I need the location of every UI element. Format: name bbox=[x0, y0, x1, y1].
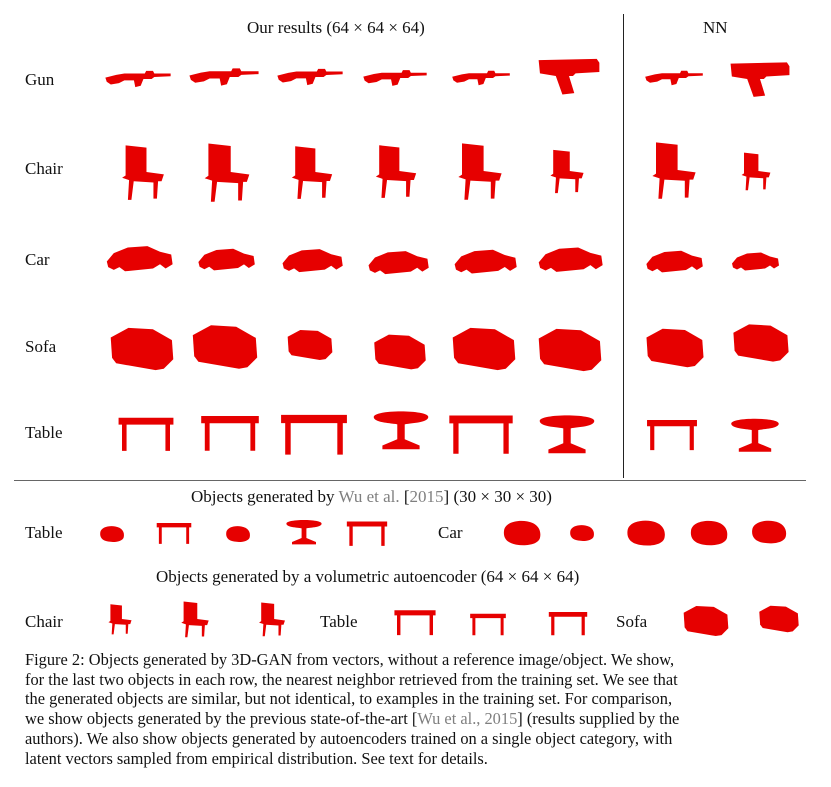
ae-chair-image bbox=[254, 596, 290, 642]
generated-sofa-image bbox=[450, 318, 518, 380]
wu-car-image bbox=[624, 516, 668, 550]
generated-car-image bbox=[280, 242, 344, 278]
nn-chair-image bbox=[644, 132, 704, 208]
caption-citation-link[interactable]: Wu et al., 2015 bbox=[417, 709, 518, 729]
figure-caption: Figure 2: Objects generated by 3D-GAN fr… bbox=[25, 650, 810, 768]
autoencoder-section-title: Objects generated by a volumetric autoen… bbox=[156, 567, 580, 586]
caption-line: the generated objects are similar, but n… bbox=[25, 689, 673, 709]
row-label-table: Table bbox=[25, 423, 63, 442]
ae-chair-image bbox=[176, 598, 214, 640]
our-results-header: Our results (64 × 64 × 64) bbox=[247, 18, 425, 37]
wu-table-image bbox=[98, 516, 126, 552]
wu-car-image bbox=[684, 518, 734, 548]
section-divider bbox=[14, 480, 806, 481]
nn-car-image bbox=[730, 240, 780, 282]
generated-sofa-image bbox=[108, 320, 176, 378]
ae-table-image bbox=[390, 606, 440, 636]
wu-table-image bbox=[346, 512, 388, 552]
generated-chair-image bbox=[450, 130, 510, 212]
ae-sofa-image bbox=[754, 604, 804, 634]
wu-label-table: Table bbox=[25, 523, 63, 542]
ae-sofa-image bbox=[680, 604, 732, 638]
generated-chair-image bbox=[544, 130, 590, 212]
generated-gun-image bbox=[104, 64, 172, 94]
row-label-sofa: Sofa bbox=[25, 337, 57, 356]
generated-chair-image bbox=[196, 134, 258, 210]
wu-table-image bbox=[224, 514, 252, 554]
generated-sofa-image bbox=[268, 328, 352, 362]
generated-chair-image bbox=[368, 132, 424, 210]
generated-table-image bbox=[110, 412, 182, 452]
generated-gun-image bbox=[362, 64, 428, 92]
wu-car-image bbox=[568, 514, 596, 552]
generated-sofa-image bbox=[372, 322, 428, 382]
generated-sofa-image bbox=[536, 320, 604, 380]
generated-car-image bbox=[196, 230, 256, 288]
nn-sofa-image bbox=[720, 322, 802, 364]
ae-table-image bbox=[464, 610, 512, 636]
wu-section-title: Objects generated by Wu et al. [2015] (3… bbox=[191, 487, 552, 506]
caption-line: latent vectors sampled from empirical di… bbox=[25, 748, 488, 768]
nn-sofa-image bbox=[644, 324, 706, 372]
caption-line: authors). We also show objects generated… bbox=[25, 728, 673, 748]
nn-table-image bbox=[728, 404, 782, 466]
generated-gun-image bbox=[188, 62, 260, 92]
generated-gun-image bbox=[444, 66, 518, 90]
generated-sofa-image bbox=[190, 322, 260, 372]
wu-label-car: Car bbox=[438, 523, 463, 542]
column-divider bbox=[623, 14, 624, 478]
nn-gun-image bbox=[642, 66, 706, 90]
wu-table-image bbox=[156, 512, 192, 552]
nn-car-image bbox=[642, 246, 706, 276]
generated-table-image bbox=[448, 402, 514, 462]
generated-table-image bbox=[274, 408, 354, 456]
generated-chair-image bbox=[114, 132, 172, 212]
generated-table-image bbox=[194, 410, 266, 452]
generated-table-image bbox=[370, 406, 432, 454]
wu-cite-year[interactable]: 2015 bbox=[409, 487, 444, 506]
ae-label-sofa: Sofa bbox=[616, 612, 648, 631]
caption-line: we show objects generated by the previou… bbox=[25, 709, 680, 729]
wu-table-image bbox=[284, 514, 324, 550]
wu-car-image bbox=[494, 518, 550, 548]
row-label-car: Car bbox=[25, 250, 50, 269]
generated-car-image bbox=[366, 244, 430, 280]
generated-chair-image bbox=[284, 136, 340, 208]
ae-chair-image bbox=[104, 598, 136, 640]
generated-car-image bbox=[536, 236, 604, 282]
generated-gun-image bbox=[276, 62, 344, 92]
caption-line: for the last two objects in each row, th… bbox=[25, 669, 678, 689]
nn-chair-image bbox=[736, 136, 776, 206]
ae-label-table: Table bbox=[320, 612, 358, 631]
generated-table-image bbox=[536, 404, 598, 464]
generated-car-image bbox=[104, 238, 174, 278]
row-label-gun: Gun bbox=[25, 70, 55, 89]
caption-line: Figure 2: Objects generated by 3D-GAN fr… bbox=[25, 650, 675, 669]
wu-cite-name[interactable]: Wu et al. bbox=[338, 487, 400, 506]
row-label-chair: Chair bbox=[25, 159, 63, 178]
nn-header: NN bbox=[703, 18, 728, 37]
nn-pistol-image bbox=[728, 58, 792, 100]
generated-pistol-image bbox=[536, 54, 602, 98]
nn-table-image bbox=[646, 402, 698, 464]
ae-table-image bbox=[544, 608, 592, 636]
generated-car-image bbox=[452, 244, 518, 278]
ae-label-chair: Chair bbox=[25, 612, 63, 631]
wu-car-image bbox=[744, 518, 794, 546]
